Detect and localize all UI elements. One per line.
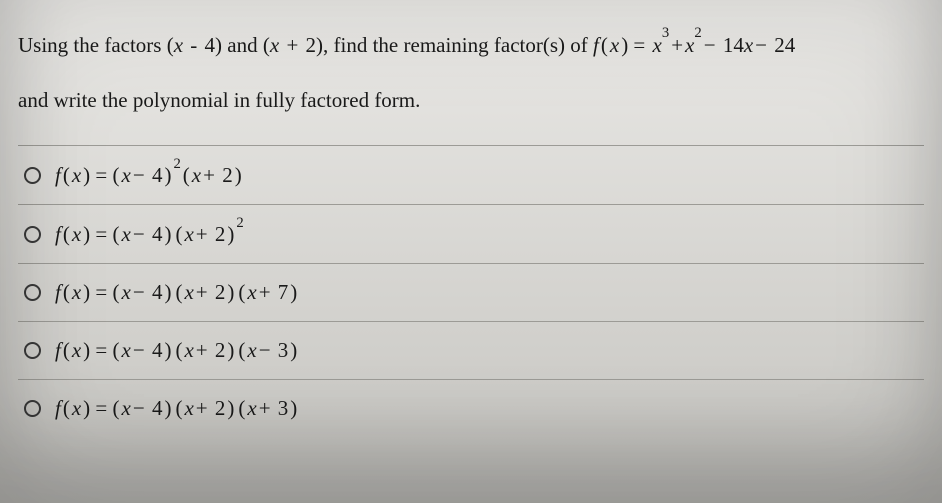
radio-icon[interactable] xyxy=(24,226,41,243)
radio-icon[interactable] xyxy=(24,167,41,184)
factor-1: x - 4 xyxy=(174,33,215,57)
question-page: { "question": { "line1_pre": "Using the … xyxy=(0,0,942,503)
stem-text: ) and ( xyxy=(215,33,270,57)
option-d-expression: f(x) = (x− 4)(x+ 2)(x− 3) xyxy=(55,338,299,363)
option-a[interactable]: f(x) = (x− 4)2(x+ 2) xyxy=(18,146,924,205)
radio-icon[interactable] xyxy=(24,342,41,359)
radio-icon[interactable] xyxy=(24,400,41,417)
factor-2: x + 2 xyxy=(270,33,316,57)
radio-icon[interactable] xyxy=(24,284,41,301)
stem-text: ), find the remaining factor(s) of xyxy=(316,33,593,57)
option-b-expression: f(x) = (x− 4)(x+ 2)2 xyxy=(55,221,244,247)
option-a-expression: f(x) = (x− 4)2(x+ 2) xyxy=(55,162,244,188)
option-b[interactable]: f(x) = (x− 4)(x+ 2)2 xyxy=(18,205,924,264)
option-c-expression: f(x) = (x− 4)(x+ 2)(x+ 7) xyxy=(55,280,299,305)
option-c[interactable]: f(x) = (x− 4)(x+ 2)(x+ 7) xyxy=(18,264,924,322)
option-d[interactable]: f(x) = (x− 4)(x+ 2)(x− 3) xyxy=(18,322,924,380)
answer-options: f(x) = (x− 4)2(x+ 2) f(x) = (x− 4)(x+ 2)… xyxy=(18,145,924,427)
stem-text: Using the factors ( xyxy=(18,33,174,57)
stem-line-1: Using the factors (x - 4) and (x + 2), f… xyxy=(18,18,924,73)
option-e-expression: f(x) = (x− 4)(x+ 2)(x+ 3) xyxy=(55,396,299,421)
question-stem: Using the factors (x - 4) and (x + 2), f… xyxy=(18,18,924,131)
stem-line-2: and write the polynomial in fully factor… xyxy=(18,73,924,128)
polynomial: f(x) = x3+x2− 14x− 24 xyxy=(593,33,795,57)
option-e[interactable]: f(x) = (x− 4)(x+ 2)(x+ 3) xyxy=(18,380,924,427)
